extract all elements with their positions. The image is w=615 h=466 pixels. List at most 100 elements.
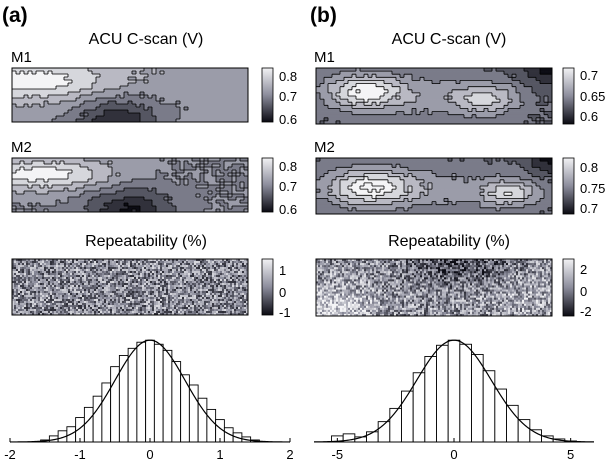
panel-a-m2-map-cell xyxy=(240,170,245,174)
panel-a-m2-map-cell xyxy=(72,158,77,162)
panel-a-m2-map-cell xyxy=(164,179,169,183)
panel-a-repeatability-map-cell xyxy=(38,271,41,274)
panel-a-m1-map-cell xyxy=(144,107,149,111)
panel-a-repeatability-map-cell xyxy=(170,287,173,290)
panel-a-m1-map-cell xyxy=(216,98,221,102)
panel-a-repeatability-map-cell xyxy=(80,281,83,284)
panel-a-repeatability-map-cell xyxy=(188,295,191,298)
panel-a-repeatability-map-cell xyxy=(188,293,191,296)
panel-a-m1-map-cell xyxy=(192,119,197,123)
panel-a-m2-map-cell xyxy=(228,182,233,186)
panel-a-repeatability-map-cell xyxy=(36,265,39,268)
panel-a-repeatability-map-cell xyxy=(204,289,207,292)
panel-a-m1-map-cell xyxy=(184,98,189,102)
panel-a-m1-map-cell xyxy=(240,116,245,120)
panel-a-repeatability-map-cell xyxy=(194,261,197,264)
panel-a-m1-map-cell xyxy=(24,71,29,75)
panel-a-repeatability-map-cell xyxy=(190,265,193,268)
panel-a-repeatability-map-cell xyxy=(28,287,31,290)
panel-a-m1-map-cell xyxy=(212,71,217,75)
panel-a-m2-map-cell xyxy=(68,191,73,195)
panel-a-m2-map-cell xyxy=(64,197,69,201)
panel-a-repeatability-map-cell xyxy=(172,301,175,304)
panel-a-repeatability-map-cell xyxy=(28,289,31,292)
panel-a-repeatability-map-cell xyxy=(170,285,173,288)
panel-a-repeatability-map-cell xyxy=(126,283,129,286)
panel-a-repeatability-map-cell xyxy=(84,287,87,290)
panel-a-m1-map-cell xyxy=(112,86,117,90)
panel-a-repeatability-map-cell xyxy=(22,281,25,284)
panel-a-m1-map-cell xyxy=(88,77,93,81)
panel-a-repeatability-map-cell xyxy=(12,307,15,310)
panel-a-m1-map-cell xyxy=(188,77,193,81)
panel-a-repeatability-map-cell xyxy=(20,289,23,292)
panel-a-m1-map-cell xyxy=(136,104,141,108)
panel-a-repeatability-map-cell xyxy=(20,277,23,280)
panel-a-m2-map-cell xyxy=(84,179,89,183)
panel-a-repeatability-map-cell xyxy=(102,265,105,268)
panel-a-repeatability-map-cell xyxy=(70,301,73,304)
panel-a-m1-map-cell xyxy=(12,77,17,81)
panel-a-m1-map-cell xyxy=(96,92,101,96)
panel-a-repeatability-map-cell xyxy=(52,267,55,270)
panel-a-repeatability-map-cell xyxy=(70,291,73,294)
panel-a-m1-map-cell xyxy=(136,101,141,105)
panel-a-repeatability-map-cell xyxy=(172,299,175,302)
panel-a-m2-map-cell xyxy=(156,200,161,204)
panel-a-m1-map-cell xyxy=(188,80,193,84)
panel-a-m2-map-cell xyxy=(36,182,41,186)
panel-a-repeatability-map-cell xyxy=(168,265,171,268)
panel-a-repeatability-map-cell xyxy=(160,293,163,296)
panel-a-m2-map-cell xyxy=(16,200,21,204)
panel-a-m2-map-cell xyxy=(132,203,137,207)
panel-a-repeatability-map-cell xyxy=(50,295,53,298)
panel-a-m2-map-cell xyxy=(40,170,45,174)
panel-a-m2-map-cell xyxy=(128,179,133,183)
panel-a-m2-map-cell xyxy=(24,188,29,192)
panel-a-m1-map-cell xyxy=(12,80,17,84)
panel-a-repeatability-map-cell xyxy=(150,275,153,278)
panel-a-m2-map-cell xyxy=(132,167,137,171)
panel-a-repeatability-map-cell xyxy=(190,287,193,290)
panel-a-repeatability-map-cell xyxy=(142,303,145,306)
panel-a-m2-map-cell xyxy=(184,161,189,165)
panel-a-repeatability-map-cell xyxy=(34,307,37,310)
panel-a-repeatability-map-cell xyxy=(30,277,33,280)
panel-a-repeatability-map-cell xyxy=(222,263,225,266)
panel-a-repeatability-map-cell xyxy=(110,303,113,306)
panel-a-m1-map-cell xyxy=(212,95,217,99)
panel-a-repeatability-map-cell xyxy=(108,305,111,308)
panel-a-m1-map-cell xyxy=(188,110,193,114)
panel-a-m2-map-cell xyxy=(88,191,93,195)
panel-a-m1-map-cell xyxy=(184,80,189,84)
panel-a-repeatability-map-cell xyxy=(24,261,27,264)
panel-a-repeatability-map-cell xyxy=(88,273,91,276)
panel-a-m2-map-cell xyxy=(236,200,241,204)
panel-a-repeatability-map-cell xyxy=(16,267,19,270)
panel-a-repeatability-map-cell xyxy=(156,279,159,282)
panel-a-repeatability-map-cell xyxy=(174,277,177,280)
panel-a-m2-map-cell xyxy=(112,173,117,177)
panel-a-repeatability-map-cell xyxy=(230,295,233,298)
panel-a-repeatability-map-cell xyxy=(200,301,203,304)
panel-a-m1-map-cell xyxy=(168,86,173,90)
panel-a-m2-map-cell xyxy=(120,161,125,165)
panel-a-repeatability-map-cell xyxy=(152,291,155,294)
panel-a-repeatability-map-cell xyxy=(198,303,201,306)
panel-a-m2-map-cell xyxy=(144,209,149,213)
panel-a-repeatability-map-cell xyxy=(188,267,191,270)
panel-a-repeatability-map-cell xyxy=(60,285,63,288)
panel-a-m1-map-cell xyxy=(12,89,17,93)
panel-a-m2-map-cell xyxy=(216,203,221,207)
panel-a-repeatability-map-cell xyxy=(32,275,35,278)
panel-a-repeatability-map-cell xyxy=(230,305,233,308)
panel-a-repeatability-map-cell xyxy=(68,261,71,264)
panel-a-m1-map-cell xyxy=(32,107,37,111)
panel-a-m2-map-cell xyxy=(112,170,117,174)
panel-a-repeatability-map-cell xyxy=(200,291,203,294)
panel-a-m2-map-cell xyxy=(244,200,249,204)
panel-a-m2-map-cell xyxy=(196,188,201,192)
panel-a-repeatability-map-cell xyxy=(232,295,235,298)
panel-a-repeatability-map-cell xyxy=(242,265,245,268)
panel-a-m2-map-cell xyxy=(244,164,249,168)
